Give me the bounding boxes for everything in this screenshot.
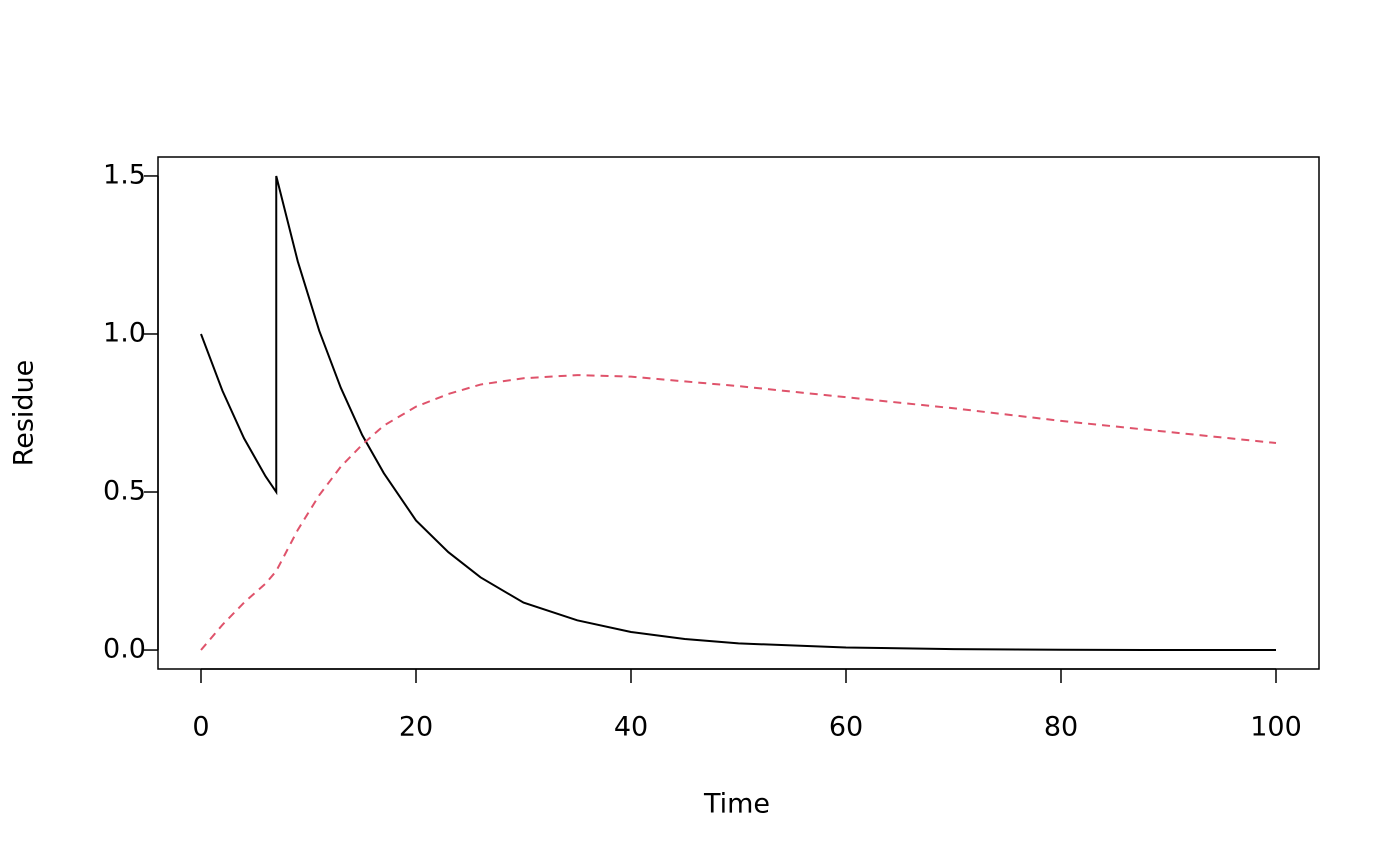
y-tick-label: 0.5 [103,476,146,507]
x-tick-label: 20 [399,712,433,743]
x-tick-label: 40 [614,712,648,743]
x-axis-label: Time [703,789,770,820]
y-tick-label: 1.5 [103,159,146,190]
x-tick-label: 60 [829,712,863,743]
series-line [200,374,1277,651]
x-tick-label: 80 [1044,712,1078,743]
series-line [200,175,1276,652]
y-tick-label: 1.0 [103,317,146,348]
plot-box [157,156,1320,670]
x-tick-label: 100 [1250,712,1302,743]
x-tick-label: 0 [192,712,209,743]
y-tick-label: 0.0 [103,634,146,665]
y-axis-label: Residue [9,360,40,467]
